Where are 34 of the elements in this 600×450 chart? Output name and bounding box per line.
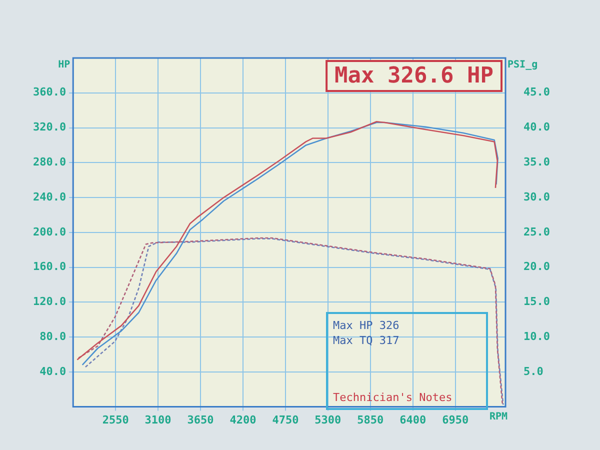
y2-tick-label: 35.0 <box>524 156 550 168</box>
x-tick-label: 6950 <box>442 413 469 426</box>
annotation: Max TQ 317 <box>333 333 400 348</box>
x-axis-title: RPM <box>489 411 508 422</box>
y-tick-label: 280.0 <box>32 156 66 168</box>
y-axis-title: HP <box>58 60 70 71</box>
chart-title: Max 326.6 HP <box>334 64 494 89</box>
y-tick-label: 160.0 <box>32 260 66 274</box>
y2-tick-label: 45.0 <box>524 86 550 99</box>
y2-tick-label: 20.0 <box>524 260 550 274</box>
y2-tick-label: 30.0 <box>524 190 550 204</box>
y-tick-label: 240.0 <box>32 190 66 204</box>
x-tick-label: 2550 <box>102 413 129 426</box>
x-tick-label: 3650 <box>187 413 214 426</box>
y-tick-label: 40.0 <box>40 364 66 378</box>
y2-tick-label: 40.0 <box>524 120 550 134</box>
x-tick-label: 6400 <box>400 413 426 426</box>
y2-tick-label: 15.0 <box>524 295 550 308</box>
annotation: Technician's Notes <box>333 390 452 405</box>
x-tick-label: 4750 <box>272 413 299 426</box>
y2-tick-label: 5.0 <box>524 364 544 378</box>
y2-tick-label: 25.0 <box>524 225 550 238</box>
y-tick-label: 80.0 <box>40 330 66 343</box>
x-tick-label: 5850 <box>357 413 384 426</box>
y2-tick-label: 10.0 <box>524 330 550 343</box>
x-tick-label: 3100 <box>144 413 172 426</box>
y-tick-label: 320.0 <box>32 120 66 134</box>
y-tick-label: 200.0 <box>32 225 66 238</box>
x-tick-label: 4200 <box>230 413 256 426</box>
y2-axis-title: PSI_g <box>508 60 538 71</box>
y-tick-label: 120.0 <box>32 295 66 308</box>
annotation: Max HP 326 <box>333 318 400 333</box>
y-tick-label: 360.0 <box>32 86 66 99</box>
x-tick-label: 5300 <box>314 413 342 426</box>
